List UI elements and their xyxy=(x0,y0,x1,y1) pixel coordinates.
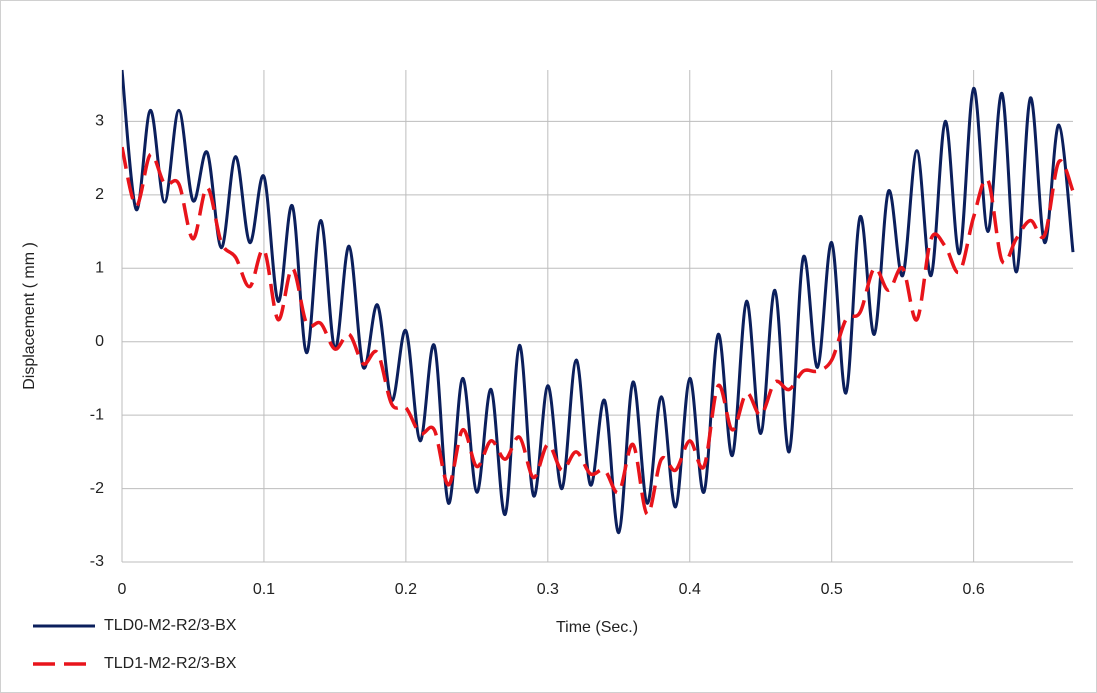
x-tick-label: 0 xyxy=(118,581,127,598)
y-tick-label: -1 xyxy=(90,406,104,423)
y-tick-label: -3 xyxy=(90,553,104,570)
data-line xyxy=(122,69,1075,535)
x-tick-label: 0.4 xyxy=(679,581,701,598)
data-line xyxy=(122,146,1075,517)
legend-label: TLD0-M2-R2/3-BX xyxy=(104,617,237,634)
legend-label: TLD1-M2-R2/3-BX xyxy=(104,655,237,672)
x-axis-title: Time (Sec.) xyxy=(556,619,638,636)
y-tick-label: 3 xyxy=(95,113,104,130)
x-tick-label: 0.1 xyxy=(253,581,275,598)
y-axis-title: Displacement ( mm ) xyxy=(21,242,38,390)
y-tick-label: 0 xyxy=(95,333,104,350)
y-tick-label: 2 xyxy=(95,186,104,203)
x-tick-label: 0.5 xyxy=(821,581,843,598)
x-tick-label: 0.2 xyxy=(395,581,417,598)
x-tick-label: 0.3 xyxy=(537,581,559,598)
y-tick-label: 1 xyxy=(95,259,104,276)
x-tick-label: 0.6 xyxy=(963,581,985,598)
y-tick-label: -2 xyxy=(90,480,104,497)
